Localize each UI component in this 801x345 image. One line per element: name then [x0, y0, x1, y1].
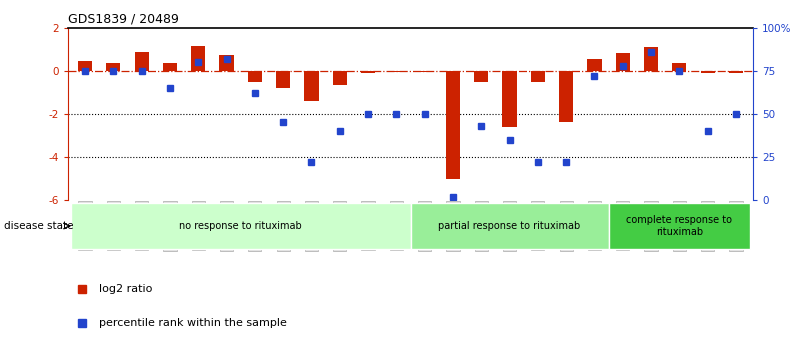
Text: complete response to
rituximab: complete response to rituximab: [626, 215, 732, 237]
Bar: [276, 71, 290, 88]
Bar: [389, 71, 404, 72]
Bar: [191, 46, 205, 71]
Text: no response to rituximab: no response to rituximab: [179, 221, 302, 231]
Bar: [361, 71, 375, 73]
Bar: [644, 47, 658, 71]
Bar: [672, 63, 686, 71]
Bar: [531, 71, 545, 81]
Bar: [304, 71, 319, 101]
Bar: [502, 71, 517, 127]
Bar: [248, 71, 262, 81]
Text: disease state: disease state: [4, 221, 74, 231]
Bar: [587, 59, 602, 71]
Text: partial response to rituximab: partial response to rituximab: [438, 221, 581, 231]
Bar: [135, 52, 149, 71]
Bar: [71, 203, 410, 249]
Bar: [474, 71, 489, 81]
Text: percentile rank within the sample: percentile rank within the sample: [99, 318, 287, 328]
Bar: [417, 71, 432, 72]
Bar: [609, 203, 750, 249]
Bar: [446, 71, 460, 179]
Bar: [410, 203, 609, 249]
Text: GDS1839 / 20489: GDS1839 / 20489: [68, 12, 179, 25]
Bar: [729, 71, 743, 73]
Text: log2 ratio: log2 ratio: [99, 284, 152, 294]
Bar: [332, 71, 347, 85]
Bar: [107, 63, 120, 71]
Bar: [616, 53, 630, 71]
Bar: [701, 71, 714, 73]
Bar: [219, 55, 234, 71]
Bar: [163, 63, 177, 71]
Bar: [78, 61, 92, 71]
Bar: [559, 71, 574, 122]
